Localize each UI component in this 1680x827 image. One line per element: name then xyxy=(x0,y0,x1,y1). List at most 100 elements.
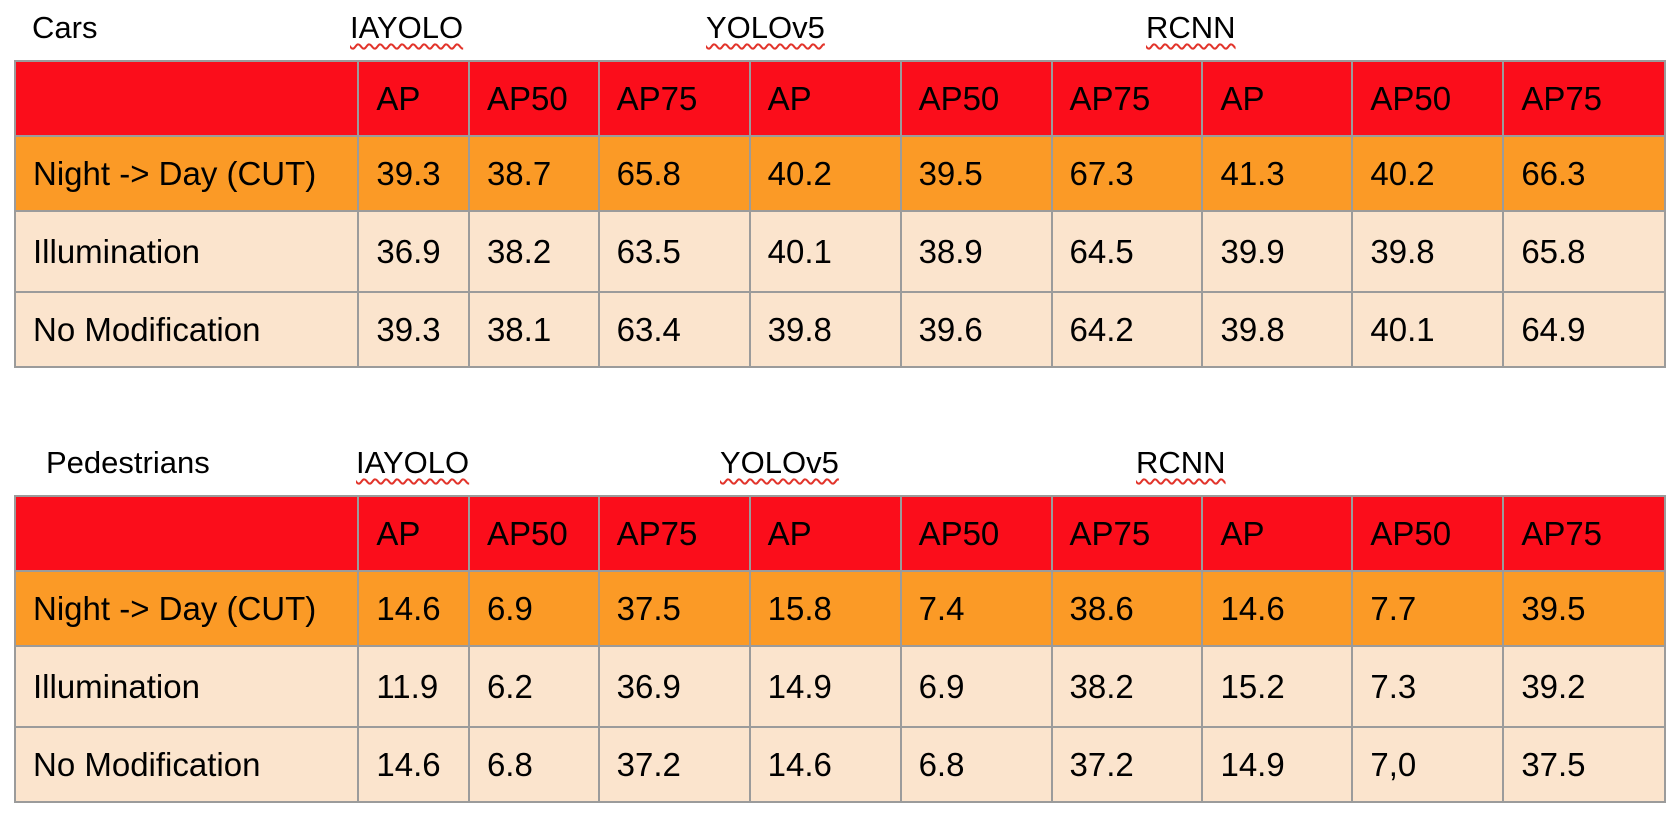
table-cell: 40.2 xyxy=(748,135,902,212)
header-cell: AP50 xyxy=(467,495,600,572)
table-cell: 6.8 xyxy=(467,726,600,803)
header-cell: AP xyxy=(748,60,902,137)
table-cell: 39.3 xyxy=(357,135,470,212)
table-cell: 39.5 xyxy=(1502,570,1666,647)
table-cell: 36.9 xyxy=(597,645,751,728)
table-cell: 40.1 xyxy=(748,210,902,293)
header-cell: AP75 xyxy=(1050,60,1204,137)
table-cell: 63.5 xyxy=(597,210,751,293)
table-cell: 7.7 xyxy=(1351,570,1505,647)
table-cell: 14.6 xyxy=(748,726,902,803)
table-cell: 39.8 xyxy=(1201,291,1354,368)
table-cell: 7.4 xyxy=(899,570,1053,647)
row-label: Illumination xyxy=(13,210,360,293)
table-cell: 37.2 xyxy=(597,726,751,803)
table-cell: 38.7 xyxy=(467,135,600,212)
row-label: Night -> Day (CUT) xyxy=(13,570,360,647)
table-cell: 64.9 xyxy=(1502,291,1666,368)
table-cell: 38.2 xyxy=(1050,645,1204,728)
row-label: Illumination xyxy=(13,645,360,728)
table-cell: 14.9 xyxy=(748,645,902,728)
row-label: No Modification xyxy=(13,726,360,803)
table-row: No Modification 14.6 6.8 37.2 14.6 6.8 3… xyxy=(13,726,1666,803)
table-cell: 65.8 xyxy=(597,135,751,212)
table-cell: 39.8 xyxy=(748,291,902,368)
table-cell: 38.1 xyxy=(467,291,600,368)
table-cell: 39.5 xyxy=(899,135,1053,212)
pedestrians-model-iayolo: IAYOLO xyxy=(356,445,470,480)
table-row: Illumination 11.9 6.2 36.9 14.9 6.9 38.2… xyxy=(13,645,1666,728)
table-cell: 6.9 xyxy=(467,570,600,647)
table-cell: 15.8 xyxy=(748,570,902,647)
cars-section: Cars IAYOLO YOLOv5 RCNN AP AP50 AP75 AP … xyxy=(0,0,1680,368)
table-cell: 11.9 xyxy=(357,645,470,728)
table-cell: 39.3 xyxy=(357,291,470,368)
pedestrians-table: AP AP50 AP75 AP AP50 AP75 AP AP50 AP75 N… xyxy=(13,495,1666,803)
table-cell: 66.3 xyxy=(1502,135,1666,212)
table-cell: 14.6 xyxy=(1201,570,1354,647)
table-cell: 7.3 xyxy=(1351,645,1505,728)
table-row: Night -> Day (CUT) 14.6 6.9 37.5 15.8 7.… xyxy=(13,570,1666,647)
header-cell xyxy=(13,60,360,137)
pedestrians-model-yolov5: YOLOv5 xyxy=(720,445,839,480)
header-cell: AP75 xyxy=(1502,60,1666,137)
cars-table-title: Cars xyxy=(32,10,98,45)
header-cell: AP xyxy=(357,60,470,137)
header-cell: AP50 xyxy=(1351,495,1505,572)
row-label: No Modification xyxy=(13,291,360,368)
table-cell: 63.4 xyxy=(597,291,751,368)
header-cell: AP xyxy=(357,495,470,572)
row-label: Night -> Day (CUT) xyxy=(13,135,360,212)
table-cell: 39.6 xyxy=(899,291,1053,368)
header-cell: AP50 xyxy=(1351,60,1505,137)
table-cell: 39.8 xyxy=(1351,210,1505,293)
table-header-row: AP AP50 AP75 AP AP50 AP75 AP AP50 AP75 xyxy=(13,60,1666,137)
table-cell: 14.6 xyxy=(357,726,470,803)
header-cell: AP xyxy=(1201,60,1354,137)
header-cell: AP50 xyxy=(899,60,1053,137)
table-cell: 6.9 xyxy=(899,645,1053,728)
table-cell: 64.2 xyxy=(1050,291,1204,368)
header-cell: AP xyxy=(1201,495,1354,572)
table-cell: 64.5 xyxy=(1050,210,1204,293)
cars-table: AP AP50 AP75 AP AP50 AP75 AP AP50 AP75 N… xyxy=(13,60,1666,368)
header-cell: AP50 xyxy=(899,495,1053,572)
table-cell: 14.9 xyxy=(1201,726,1354,803)
header-cell xyxy=(13,495,360,572)
table-cell: 37.2 xyxy=(1050,726,1204,803)
table-cell: 36.9 xyxy=(357,210,470,293)
cars-model-iayolo: IAYOLO xyxy=(350,10,464,45)
table-cell: 37.5 xyxy=(1502,726,1666,803)
pedestrians-captions: Pedestrians IAYOLO YOLOv5 RCNN xyxy=(0,435,1680,495)
table-cell: 38.9 xyxy=(899,210,1053,293)
table-cell: 14.6 xyxy=(357,570,470,647)
cars-model-yolov5: YOLOv5 xyxy=(706,10,825,45)
pedestrians-table-title: Pedestrians xyxy=(46,445,210,480)
pedestrians-model-rcnn: RCNN xyxy=(1136,445,1226,480)
pedestrians-section: Pedestrians IAYOLO YOLOv5 RCNN AP AP50 A… xyxy=(0,435,1680,803)
table-row: Night -> Day (CUT) 39.3 38.7 65.8 40.2 3… xyxy=(13,135,1666,212)
table-cell: 39.9 xyxy=(1201,210,1354,293)
header-cell: AP xyxy=(748,495,902,572)
table-cell: 65.8 xyxy=(1502,210,1666,293)
table-cell: 37.5 xyxy=(597,570,751,647)
table-cell: 67.3 xyxy=(1050,135,1204,212)
cars-model-rcnn: RCNN xyxy=(1146,10,1236,45)
table-cell: 15.2 xyxy=(1201,645,1354,728)
table-header-row: AP AP50 AP75 AP AP50 AP75 AP AP50 AP75 xyxy=(13,495,1666,572)
table-row: Illumination 36.9 38.2 63.5 40.1 38.9 64… xyxy=(13,210,1666,293)
table-cell: 6.8 xyxy=(899,726,1053,803)
table-cell: 40.1 xyxy=(1351,291,1505,368)
header-cell: AP75 xyxy=(597,495,751,572)
table-cell: 6.2 xyxy=(467,645,600,728)
header-cell: AP75 xyxy=(1502,495,1666,572)
table-row: No Modification 39.3 38.1 63.4 39.8 39.6… xyxy=(13,291,1666,368)
table-cell: 7,0 xyxy=(1351,726,1505,803)
table-cell: 38.6 xyxy=(1050,570,1204,647)
cars-captions: Cars IAYOLO YOLOv5 RCNN xyxy=(0,0,1680,60)
table-cell: 38.2 xyxy=(467,210,600,293)
table-cell: 41.3 xyxy=(1201,135,1354,212)
header-cell: AP50 xyxy=(467,60,600,137)
header-cell: AP75 xyxy=(1050,495,1204,572)
table-cell: 40.2 xyxy=(1351,135,1505,212)
